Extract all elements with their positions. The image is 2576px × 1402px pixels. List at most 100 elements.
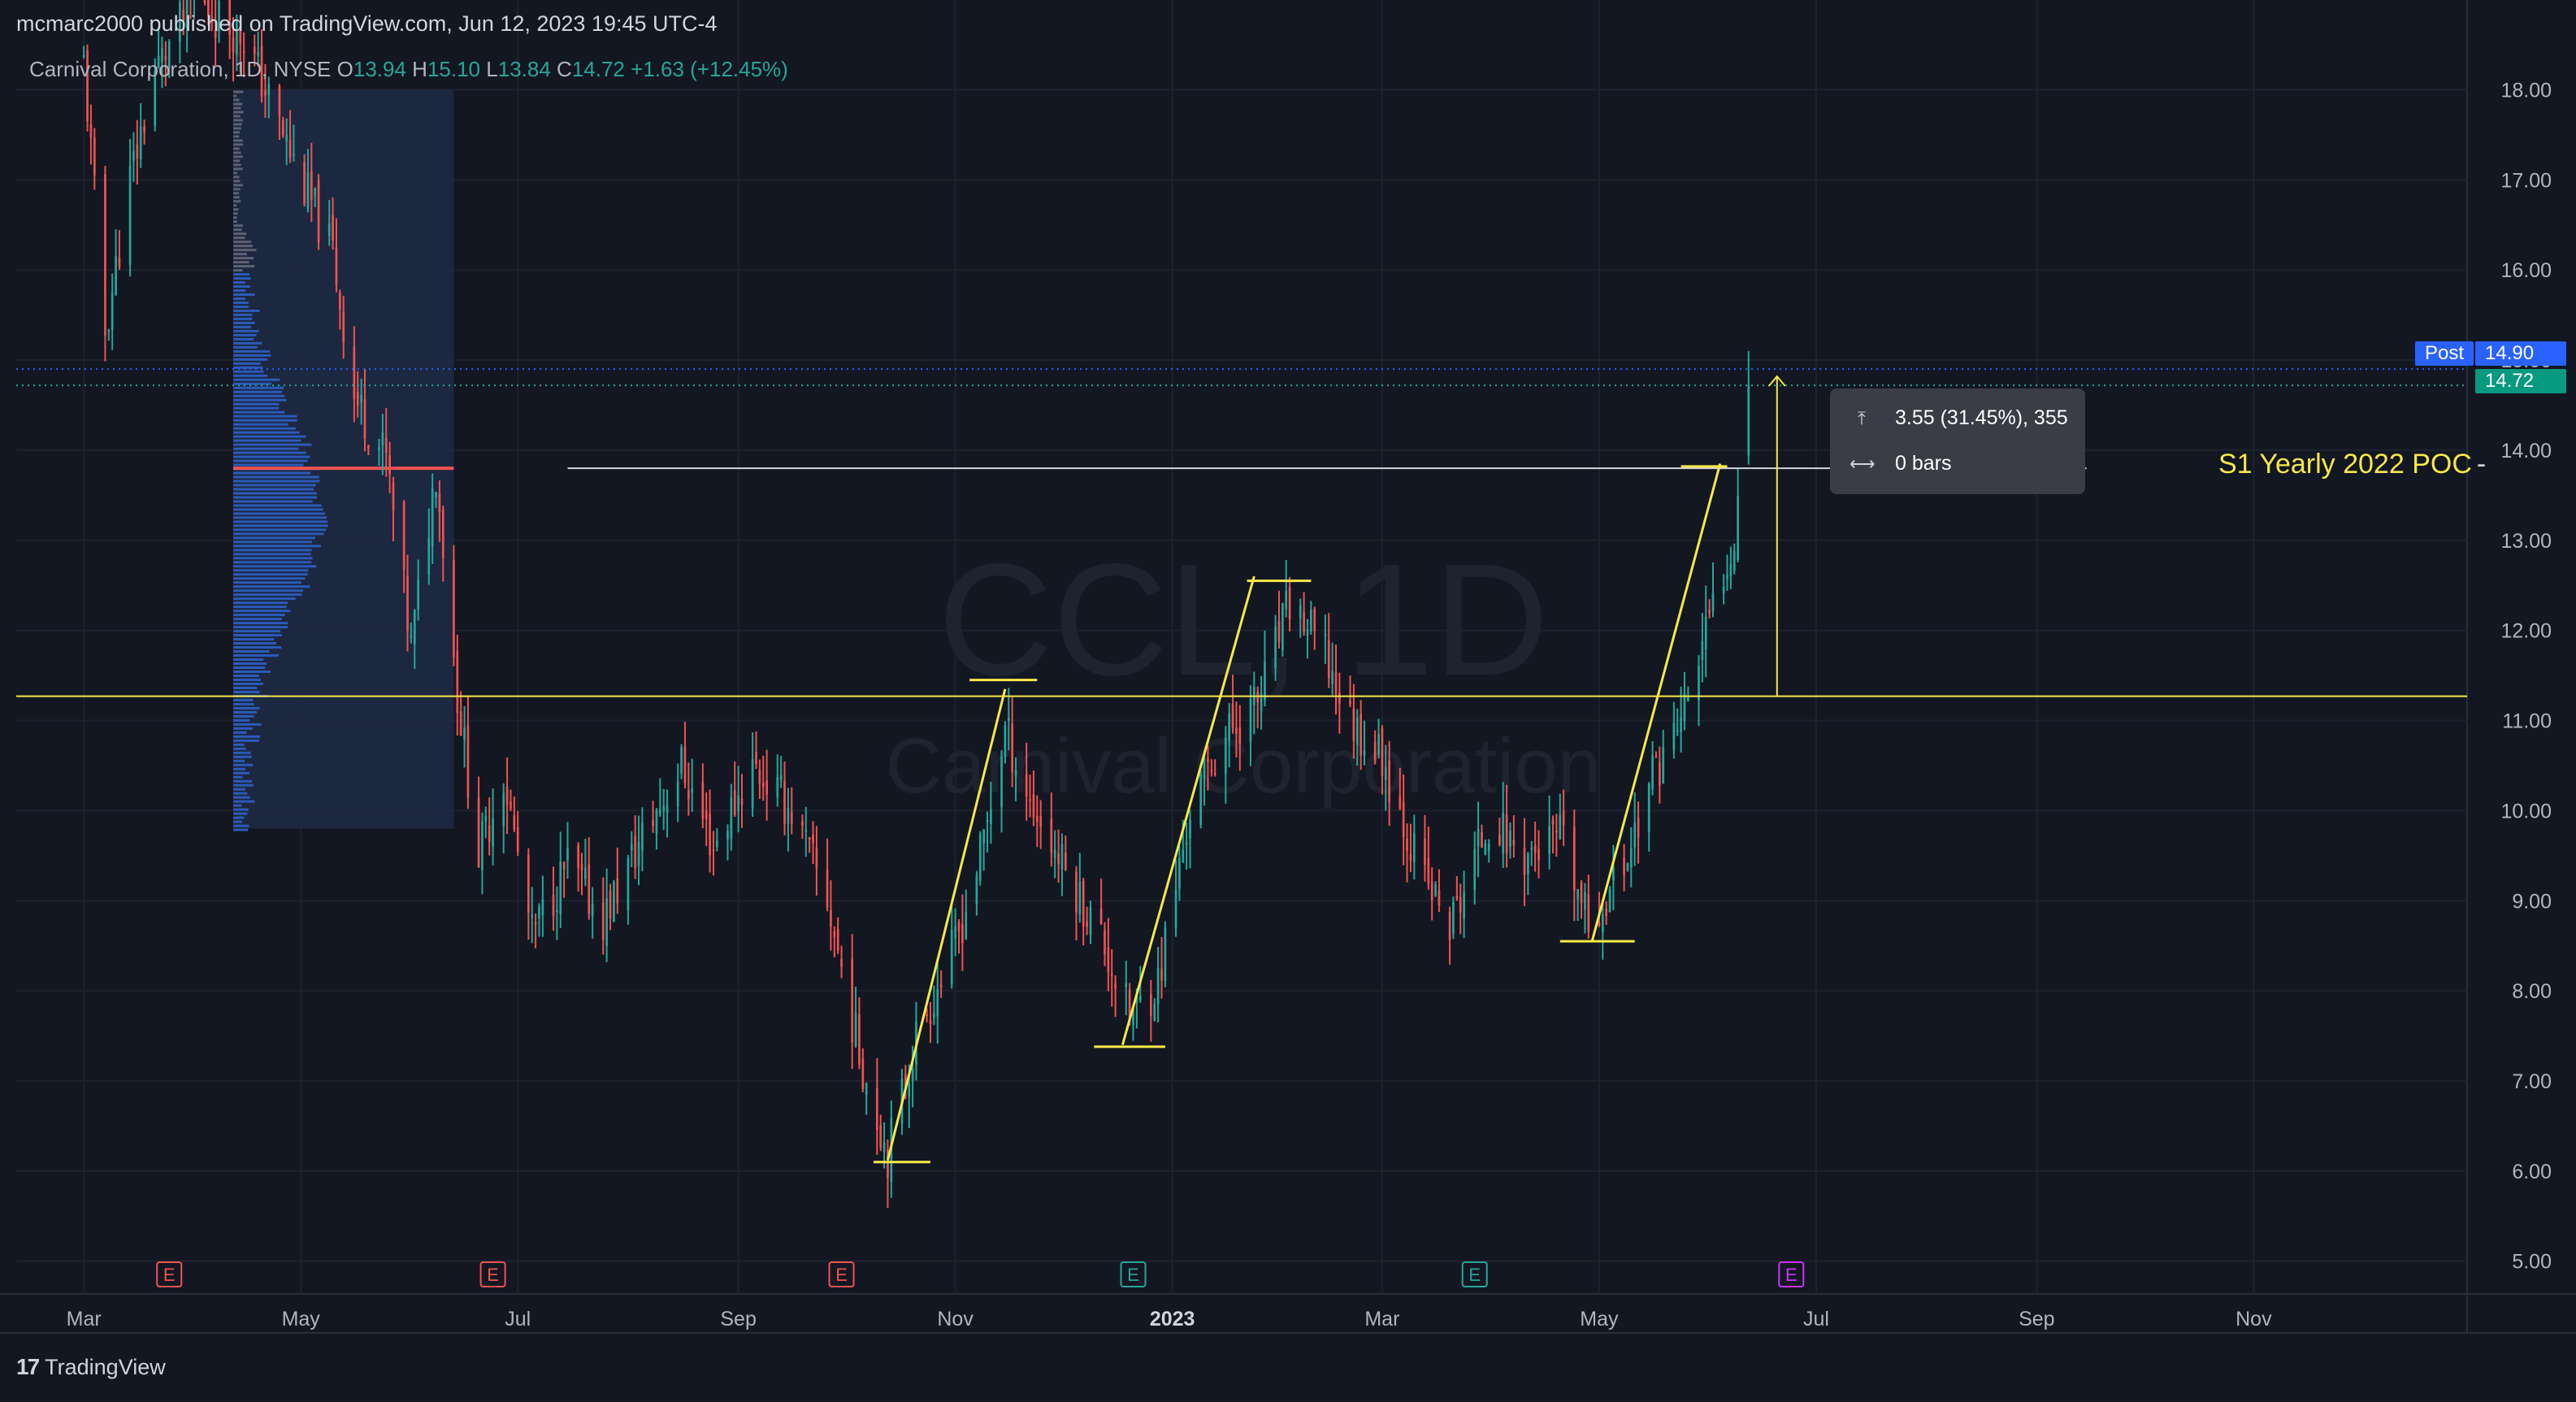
volume-profile-bar <box>233 614 285 617</box>
symbol-title: Carnival Corporation, 1D, NYSE <box>29 57 332 81</box>
candle-body <box>1701 640 1704 661</box>
candle-body <box>1057 853 1060 865</box>
candle-body <box>278 86 281 116</box>
candle-body <box>758 770 761 784</box>
volume-profile-bar <box>233 532 324 536</box>
candle-body <box>1174 890 1177 929</box>
volume-profile-bar <box>233 812 248 815</box>
volume-profile-bar <box>233 658 264 662</box>
volume-profile-bar <box>233 622 288 625</box>
volume-profile-bar <box>233 317 253 320</box>
candle-body <box>1704 616 1707 650</box>
candle-body <box>830 909 832 927</box>
volume-profile-bar <box>233 743 245 746</box>
candle-body <box>826 869 829 908</box>
candle-body <box>541 899 544 915</box>
volume-profile-bar <box>233 212 238 215</box>
poc-label-dash: - <box>2476 449 2487 480</box>
volume-profile-bar <box>233 557 313 560</box>
volume-profile-bar <box>233 751 251 754</box>
volume-profile-bar <box>233 192 240 195</box>
volume-profile-bar <box>233 723 262 726</box>
candle-body <box>378 447 380 451</box>
candle-body <box>1726 574 1728 579</box>
volume-profile-bar <box>233 390 283 393</box>
candle-body <box>1654 756 1658 758</box>
candle-body <box>167 41 171 69</box>
candle-body <box>1331 671 1334 684</box>
volume-profile-bar <box>233 313 253 316</box>
candle-body <box>883 1142 886 1152</box>
candle-body <box>1598 922 1601 926</box>
candle-body <box>381 432 384 446</box>
volume-profile-bar <box>233 545 322 548</box>
candle-body <box>982 830 985 844</box>
post-price-tag: 14.90 <box>2475 341 2566 366</box>
symbol-legend[interactable]: Carnival Corporation, 1D, NYSE O13.94 H1… <box>29 57 788 82</box>
volume-profile-bar <box>233 463 304 467</box>
candle-body <box>1014 770 1017 777</box>
candle-body <box>1662 747 1665 784</box>
volume-profile-bar <box>233 488 314 491</box>
candle-body <box>218 0 220 32</box>
candle-body <box>804 830 808 832</box>
candle-body <box>761 783 765 788</box>
volume-profile-bar <box>233 686 258 689</box>
candle-body <box>453 560 455 658</box>
candle-body <box>335 247 338 285</box>
candle-body <box>1110 973 1113 976</box>
volume-profile-bar <box>233 398 287 402</box>
candle-body <box>139 126 142 159</box>
candle-body <box>1203 757 1206 779</box>
price-axis: 18.0017.0016.0015.0014.0013.0012.0011.00… <box>2500 79 2552 1273</box>
candle-body <box>715 840 718 848</box>
volume-profile-bar <box>233 94 237 98</box>
candle-body <box>1053 849 1056 858</box>
candle-body <box>1711 592 1715 612</box>
candle-body <box>228 0 231 36</box>
candle-body <box>655 810 658 835</box>
candle-body <box>879 1125 883 1148</box>
candle-body <box>516 827 519 853</box>
candle-body <box>1487 844 1490 852</box>
candle-body <box>1381 728 1384 776</box>
candle-body <box>1424 838 1426 866</box>
volume-profile-bar <box>233 577 306 580</box>
time-tick-label: Sep <box>2019 1308 2054 1330</box>
candle-body <box>1156 967 1160 1005</box>
candle-body <box>342 311 345 343</box>
candle-body <box>285 135 288 141</box>
candle-body <box>1086 921 1088 927</box>
candle-body <box>559 861 562 914</box>
candle-body <box>1128 989 1131 1023</box>
candle-body <box>477 797 480 868</box>
candle-body <box>1737 496 1739 560</box>
candle-body <box>253 46 256 54</box>
candle-body <box>1647 783 1650 832</box>
candle-body <box>435 492 437 497</box>
open-label: O <box>336 57 353 81</box>
candle-body <box>82 55 85 58</box>
candle-body <box>687 789 690 800</box>
candle-body <box>904 1074 907 1090</box>
volume-profile-bar <box>233 573 308 576</box>
candle-body <box>562 862 566 870</box>
volume-profile-bar <box>233 606 287 609</box>
candle-body <box>1035 816 1039 823</box>
candle-body <box>1299 606 1302 619</box>
candle-body <box>459 711 462 736</box>
volume-profile <box>233 89 454 831</box>
volume-profile-area <box>233 89 454 829</box>
candle-body <box>185 0 189 28</box>
candle-body <box>1050 818 1053 853</box>
volume-profile-bar <box>233 796 250 799</box>
candle-body <box>730 796 733 838</box>
volume-profile-bar <box>233 423 288 426</box>
candle-body <box>1135 996 1138 1003</box>
volume-profile-bar <box>233 309 260 312</box>
volume-profile-bar <box>233 277 251 280</box>
candle-body <box>1481 832 1483 848</box>
tradingview-brand[interactable]: 17 TradingView <box>16 1354 166 1380</box>
